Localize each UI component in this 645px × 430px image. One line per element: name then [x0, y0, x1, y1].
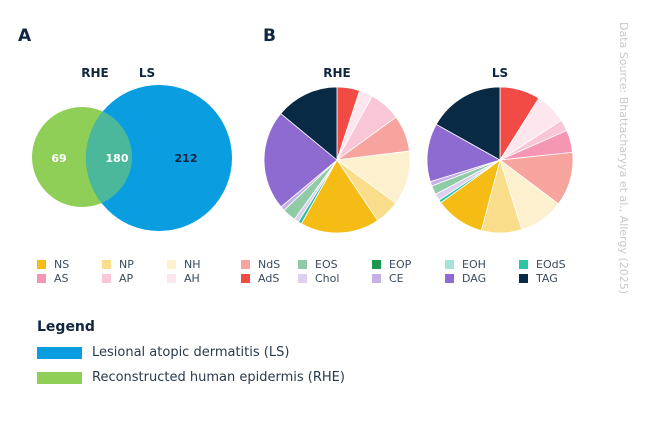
legend-label: NP: [119, 258, 134, 271]
venn-count-rhe-only: 69: [51, 152, 66, 165]
legend-swatch: [298, 274, 307, 283]
legend-swatch: [372, 260, 381, 269]
legend-item-ads: AdS: [241, 272, 279, 285]
legend-label: DAG: [462, 272, 487, 285]
legend-swatch: [167, 260, 176, 269]
legend-title: Legend: [37, 319, 95, 335]
legend-label: Chol: [315, 272, 340, 285]
legend-item-ls: Lesional atopic dermatitis (LS): [37, 345, 289, 360]
legend-item-nh: NH: [167, 258, 201, 271]
legend-label: AP: [119, 272, 134, 285]
legend-label: EOP: [389, 258, 412, 271]
legend-item-as: AS: [37, 272, 69, 285]
pie-slice-ns: [300, 159, 379, 234]
legend-swatch: [241, 274, 250, 283]
legend-item-eos: EOS: [298, 258, 338, 271]
legend-swatch: [519, 274, 528, 283]
legend-item-eoh: EOH: [445, 258, 486, 271]
legend-item-rhe: Reconstructed human epidermis (RHE): [37, 370, 345, 385]
pie-title-rhe: RHE: [323, 66, 350, 80]
legend-label: CE: [389, 272, 404, 285]
panel-label-a: A: [18, 26, 32, 46]
venn-ls-circle: [86, 85, 232, 231]
legend-item-nds: NdS: [241, 258, 280, 271]
legend-item-ap: AP: [102, 272, 133, 285]
pie-slice-dag: [263, 113, 338, 208]
venn-label-rhe: RHE: [81, 66, 108, 80]
venn-diagram: RHE LS 69 180 212: [32, 66, 232, 231]
legend-swatch-ls: [37, 346, 82, 359]
legend-label: AH: [184, 272, 200, 285]
venn-count-ls-only: 212: [175, 152, 198, 165]
legend-item-tag: TAG: [519, 272, 558, 285]
legend-swatch: [372, 274, 381, 283]
pie-slice-tag: [435, 86, 501, 161]
pie-title-ls: LS: [492, 66, 508, 80]
venn-count-both: 180: [106, 152, 129, 165]
pie-slice-dag: [426, 123, 502, 183]
legend-item-ce: CE: [372, 272, 404, 285]
legend-swatch-rhe: [37, 371, 82, 384]
legend-item-ah: AH: [167, 272, 200, 285]
legend-swatch: [445, 260, 454, 269]
pie-ls: [426, 86, 574, 234]
legend-swatch: [167, 274, 176, 283]
legend-label: AdS: [258, 272, 280, 285]
legend-label: NH: [184, 258, 201, 271]
pie-rhe: [263, 86, 411, 234]
legend-label: Lesional atopic dermatitis (LS): [92, 345, 290, 360]
legend-swatch: [37, 260, 46, 269]
legend-label: EOdS: [536, 258, 566, 271]
legend-swatch: [37, 274, 46, 283]
venn-label-ls: LS: [139, 66, 155, 80]
legend-label: NS: [54, 258, 70, 271]
legend-label: NdS: [258, 258, 281, 271]
legend-swatch: [241, 260, 250, 269]
legend-item-dag: DAG: [445, 272, 486, 285]
legend-label: EOH: [462, 258, 486, 271]
legend-item-eods: EOdS: [519, 258, 566, 271]
legend-label: AS: [54, 272, 69, 285]
legend-item-ns: NS: [37, 258, 69, 271]
legend-swatch: [445, 274, 454, 283]
legend-swatch: [102, 274, 111, 283]
legend-label: EOS: [315, 258, 338, 271]
legend-label: Reconstructed human epidermis (RHE): [92, 370, 345, 385]
legend-swatch: [519, 260, 528, 269]
legend-item-np: NP: [102, 258, 134, 271]
legend-swatch: [102, 260, 111, 269]
legend-label: TAG: [536, 272, 558, 285]
legend-item-chol: Chol: [298, 272, 339, 285]
legend-item-eop: EOP: [372, 258, 411, 271]
legend-swatch: [298, 260, 307, 269]
panel-label-b: B: [263, 26, 276, 46]
pie-slice-tag: [280, 86, 338, 161]
